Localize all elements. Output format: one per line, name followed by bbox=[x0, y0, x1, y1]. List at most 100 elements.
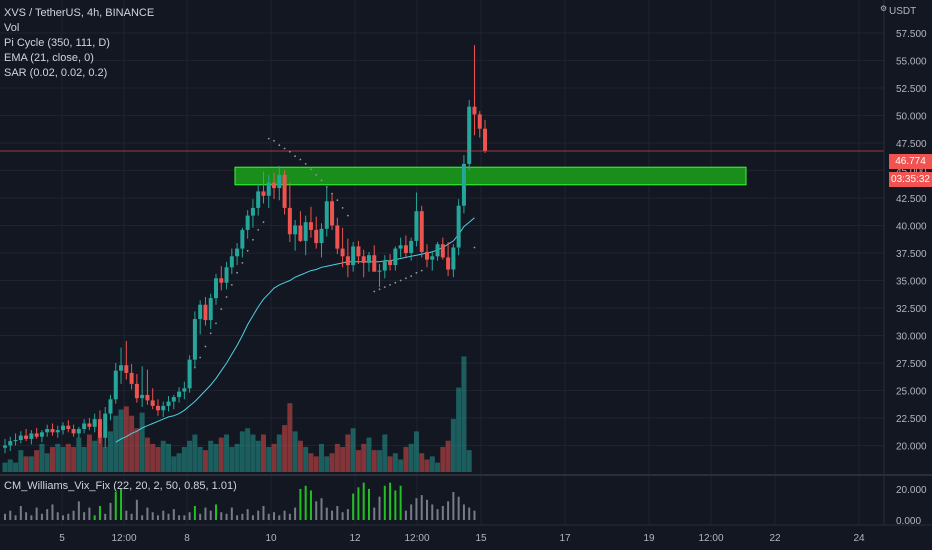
volume-bar bbox=[234, 443, 240, 472]
price-tick-label: 30.000 bbox=[896, 332, 927, 343]
candle-body bbox=[403, 245, 408, 253]
volume-bar bbox=[355, 450, 361, 472]
volume-bar bbox=[202, 450, 208, 472]
candle-body bbox=[24, 435, 29, 439]
volume-bar bbox=[86, 434, 92, 472]
sar-dot bbox=[241, 262, 244, 264]
gear-icon[interactable]: ⚙ bbox=[880, 4, 888, 13]
volume-bar bbox=[129, 415, 135, 472]
volume-bar bbox=[102, 447, 108, 472]
candle-body bbox=[103, 413, 108, 438]
volume-bar bbox=[197, 447, 203, 472]
candle-body bbox=[150, 400, 155, 406]
candle-body bbox=[340, 248, 345, 257]
volume-bar bbox=[371, 450, 377, 472]
volume-bar bbox=[387, 456, 393, 472]
candle-body bbox=[192, 319, 197, 360]
legend-sar[interactable]: SAR (0.02, 0.02, 0.2) bbox=[4, 67, 108, 79]
symbol-title[interactable]: XVS / TetherUS, 4h, BINANCE bbox=[4, 7, 155, 19]
volume-bar bbox=[408, 443, 414, 472]
candle-body bbox=[235, 248, 240, 257]
sar-dot bbox=[209, 332, 212, 335]
time-tick-label: 12:00 bbox=[404, 533, 429, 544]
volume-bar bbox=[166, 443, 172, 472]
candle-body bbox=[66, 425, 71, 429]
volume-bar bbox=[276, 434, 282, 472]
candle-body bbox=[425, 251, 429, 260]
candle-body bbox=[224, 267, 229, 283]
price-tick-label: 50.000 bbox=[896, 112, 927, 123]
volume-bar bbox=[308, 453, 314, 472]
candle-body bbox=[293, 225, 298, 235]
sar-dot bbox=[257, 229, 260, 231]
legend-vol[interactable]: Vol bbox=[4, 22, 20, 34]
volume-bar bbox=[7, 459, 13, 472]
candle-body bbox=[39, 432, 44, 437]
sar-dot bbox=[378, 288, 381, 291]
candle-body bbox=[277, 174, 282, 189]
candle-body bbox=[266, 182, 271, 196]
volume-bar bbox=[255, 440, 261, 472]
volume-bar bbox=[303, 447, 309, 472]
sar-dot bbox=[320, 179, 323, 182]
candle-body bbox=[214, 278, 218, 299]
candle-body bbox=[55, 430, 60, 433]
candle-body bbox=[345, 256, 350, 266]
countdown-label: 03:35:32 bbox=[889, 172, 932, 187]
candle-body bbox=[335, 225, 340, 249]
candle-body bbox=[119, 365, 124, 371]
volume-bar bbox=[282, 425, 288, 472]
candle-body bbox=[108, 399, 113, 414]
sar-dot bbox=[262, 221, 265, 224]
legend-ema[interactable]: EMA (21, close, 0) bbox=[4, 52, 94, 64]
legend-pi-cycle[interactable]: Pi Cycle (350, 111, D) bbox=[4, 37, 110, 49]
candle-body bbox=[256, 191, 261, 208]
candle-body bbox=[45, 429, 50, 433]
volume-bar bbox=[155, 447, 161, 472]
volume-bar bbox=[350, 428, 356, 472]
sar-dot bbox=[225, 296, 228, 298]
sar-dot bbox=[236, 271, 239, 274]
volume-bar bbox=[456, 387, 462, 472]
candle-body bbox=[308, 222, 313, 230]
last-price-label: 46.774 bbox=[889, 154, 932, 169]
sar-dot bbox=[230, 284, 233, 286]
candle-body bbox=[414, 211, 419, 241]
candle-body bbox=[287, 207, 292, 235]
volume-bar bbox=[181, 447, 187, 472]
volume-bar bbox=[160, 440, 166, 472]
time-tick-label: 19 bbox=[643, 533, 655, 544]
candle-body bbox=[456, 205, 461, 248]
oscillator-legend[interactable]: CM_Williams_Vix_Fix (22, 20, 2, 50, 0.85… bbox=[4, 480, 237, 492]
volume-bar bbox=[139, 412, 145, 472]
time-tick-label: 12:00 bbox=[111, 533, 136, 544]
sar-dot bbox=[199, 356, 202, 359]
volume-bar bbox=[340, 447, 346, 472]
volume-bar bbox=[229, 447, 235, 472]
sar-dot bbox=[373, 290, 376, 293]
sar-dot bbox=[389, 284, 391, 286]
candle-body bbox=[140, 394, 145, 399]
candle-body bbox=[361, 256, 366, 263]
candle-body bbox=[272, 182, 277, 189]
volume-bar bbox=[81, 447, 87, 472]
support-zone-rect[interactable] bbox=[234, 166, 747, 186]
time-tick-label: 24 bbox=[853, 533, 865, 544]
volume-bar bbox=[18, 450, 24, 472]
price-tick-label: 52.500 bbox=[896, 84, 927, 95]
candle-body bbox=[440, 244, 445, 258]
price-tick-label: 37.500 bbox=[896, 249, 927, 260]
volume-bar bbox=[34, 450, 40, 472]
candle-body bbox=[187, 359, 192, 389]
candle-body bbox=[82, 423, 87, 429]
volume-bar bbox=[76, 437, 82, 472]
currency-label[interactable]: USDT bbox=[889, 6, 917, 17]
candle-body bbox=[419, 211, 424, 252]
candle-body bbox=[467, 106, 472, 164]
sar-dot bbox=[394, 281, 397, 284]
candle-body bbox=[435, 244, 440, 257]
candle-body bbox=[398, 245, 403, 249]
sar-dot bbox=[215, 322, 217, 325]
sar-dot bbox=[278, 144, 281, 147]
